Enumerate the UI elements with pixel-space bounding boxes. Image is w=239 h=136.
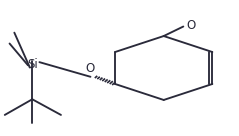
Text: O: O: [187, 19, 196, 33]
Text: Si: Si: [27, 58, 38, 71]
Text: O: O: [85, 62, 94, 75]
